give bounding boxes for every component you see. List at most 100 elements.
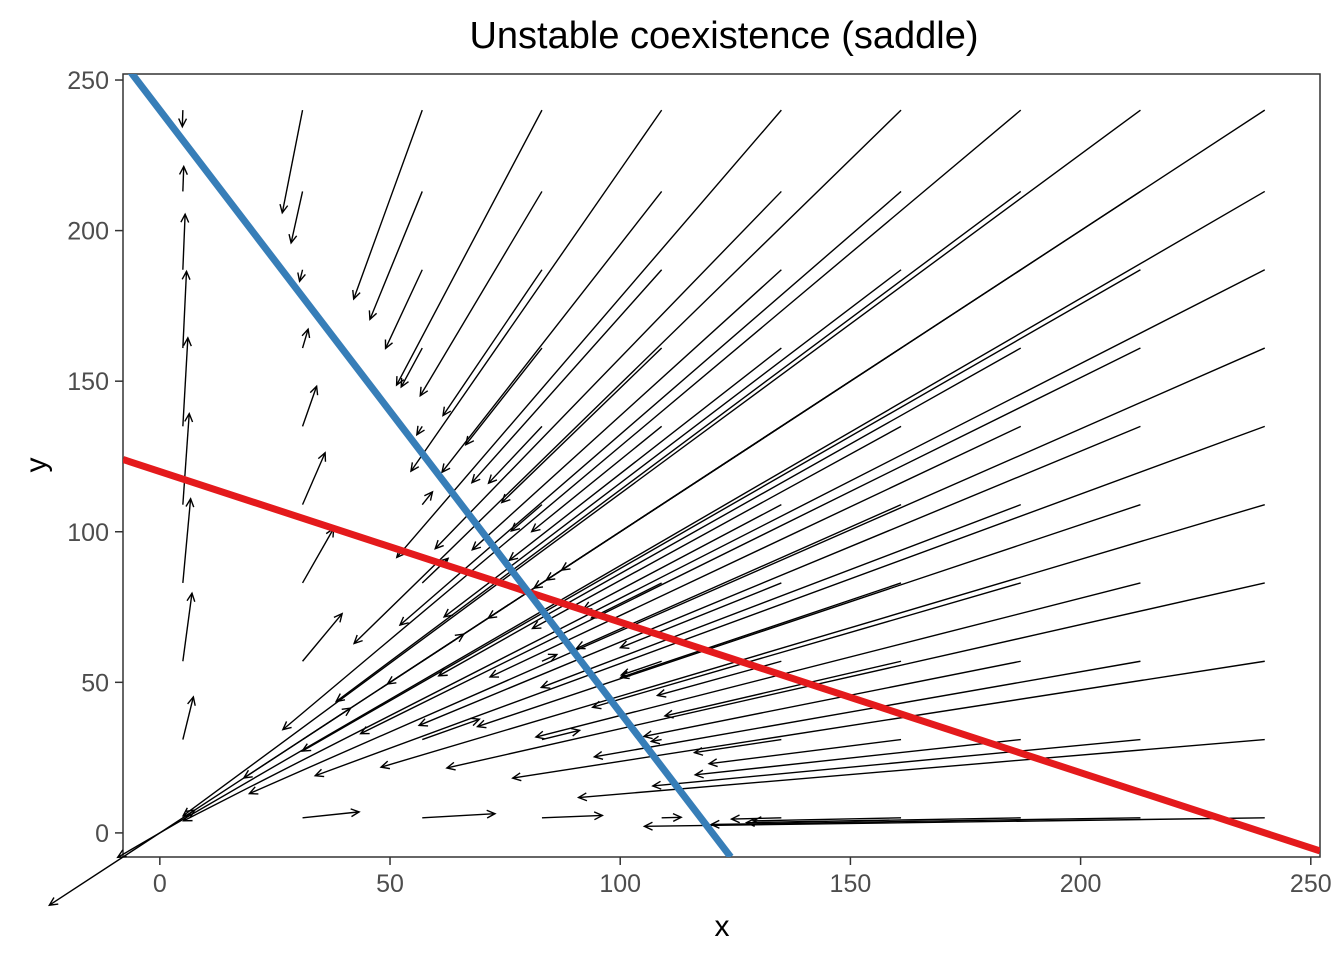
field-arrow (379, 503, 1265, 770)
y-tick-label: 0 (95, 820, 109, 848)
field-arrow (661, 812, 683, 823)
field-arrow (334, 190, 1022, 703)
field-arrow (410, 109, 663, 473)
y-tick-label: 100 (67, 519, 109, 547)
field-arrow (693, 738, 1021, 779)
field-arrow (576, 738, 1265, 802)
field-arrow (178, 164, 188, 192)
field-arrow (180, 212, 190, 270)
field-arrow (541, 653, 559, 662)
field-arrow (649, 735, 662, 745)
blue-nullcline (127, 74, 734, 857)
field-arrow (619, 660, 662, 677)
x-tick-label: 0 (153, 870, 167, 898)
field-arrow (288, 191, 304, 245)
field-arrow (445, 582, 1265, 771)
field-arrow (300, 269, 1141, 752)
field-arrow (302, 808, 361, 819)
field-arrow (359, 347, 1141, 735)
field-arrow (352, 109, 902, 645)
field-arrow (116, 190, 1266, 859)
field-arrow (442, 269, 902, 618)
y-tick-label: 250 (67, 67, 109, 95)
field-arrow (619, 582, 902, 680)
field-arrow (301, 527, 335, 584)
field-arrow (592, 660, 1141, 760)
x-tick-label: 50 (376, 870, 404, 898)
field-arrow (398, 190, 902, 627)
field-arrow (511, 660, 1265, 782)
field-arrow (434, 190, 782, 550)
nullclines (123, 74, 1320, 857)
field-arrow (651, 738, 1141, 790)
field-arrow (368, 191, 423, 321)
field-arrow (618, 582, 782, 649)
field-arrow (400, 347, 423, 389)
field-arrow (707, 738, 902, 768)
field-arrow (591, 582, 1021, 710)
field-arrow (422, 717, 481, 741)
field-arrow (422, 809, 497, 819)
field-arrow (415, 425, 425, 437)
field-arrow (642, 660, 1021, 740)
field-arrow (642, 817, 1265, 831)
field-arrow (182, 497, 195, 584)
x-tick-label: 150 (830, 870, 872, 898)
field-arrow (417, 425, 1141, 727)
field-arrow (470, 269, 663, 484)
x-axis-title: x (715, 910, 730, 943)
field-arrow (709, 817, 1141, 829)
field-arrow (541, 811, 604, 821)
field-arrow (302, 612, 344, 662)
field-arrow (487, 425, 543, 485)
field-arrow (530, 425, 663, 533)
field-arrow (182, 269, 1266, 822)
y-tick-label: 200 (67, 218, 109, 246)
field-arrow (301, 384, 319, 427)
field-arrow (442, 269, 543, 417)
field-arrow (488, 425, 1022, 678)
field-arrow (421, 490, 434, 506)
field-arrow (182, 695, 196, 740)
field-arrow (508, 347, 782, 562)
field-arrow (301, 327, 311, 349)
field-arrow (182, 591, 196, 662)
field-arrow (441, 191, 663, 474)
field-arrow (182, 336, 192, 427)
field-arrow (531, 425, 902, 630)
red-nullcline (123, 456, 1320, 855)
field-arrow (247, 347, 1266, 795)
field-arrow (419, 191, 543, 398)
field-arrow (182, 412, 194, 505)
plot-panel (122, 73, 1321, 858)
y-tick-label: 50 (81, 669, 109, 697)
field-arrow (281, 109, 1022, 731)
x-tick-label: 100 (599, 870, 641, 898)
field-arrow (464, 347, 543, 446)
field-arrow (510, 504, 543, 533)
field-arrow (384, 269, 423, 350)
chart-title: Unstable coexistence (saddle) (469, 15, 978, 57)
field-arrow (352, 109, 423, 301)
field-arrow (313, 425, 1265, 778)
x-tick-label: 250 (1290, 870, 1332, 898)
field-arrow (297, 269, 306, 283)
field-arrow (181, 269, 191, 349)
field-arrow (301, 451, 327, 505)
field-arrow (729, 814, 782, 824)
field-arrow (395, 109, 543, 387)
field-arrow (581, 504, 782, 610)
field-arrow (541, 727, 582, 741)
y-axis-title: y (20, 458, 53, 473)
vector-field (47, 109, 1266, 907)
y-tick-label: 150 (67, 368, 109, 396)
field-arrow (475, 503, 1141, 729)
y-axis: 0 50 100 150 200 250 (67, 67, 123, 848)
field-arrow (534, 582, 1141, 740)
x-tick-label: 200 (1060, 870, 1102, 898)
x-axis: 0 50 100 150 200 250 (153, 857, 1332, 898)
field-arrow (181, 109, 1141, 817)
field-arrow (178, 110, 188, 129)
field-arrow (47, 109, 1266, 907)
